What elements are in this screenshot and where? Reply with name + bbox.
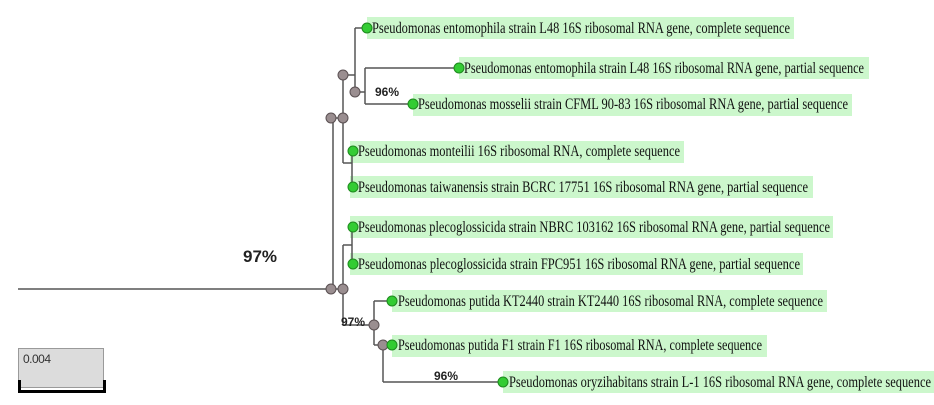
inner-node xyxy=(325,283,337,295)
leaf-node xyxy=(347,145,359,157)
bootstrap-putida: 97% xyxy=(341,315,365,329)
leaf-label: Pseudomonas taiwanensis strain BCRC 1775… xyxy=(358,179,808,196)
leaf-label: Pseudomonas oryzihabitans strain L-1 16S… xyxy=(509,374,931,391)
inner-node xyxy=(325,112,337,124)
leaf-node xyxy=(453,62,465,74)
scale-bar-box: 0.004 xyxy=(18,348,104,388)
inner-node xyxy=(349,86,361,98)
leaf-label: Pseudomonas putida F1 strain F1 16S ribo… xyxy=(398,337,762,354)
scale-value: 0.004 xyxy=(23,352,51,366)
bootstrap-oryzihabitans: 96% xyxy=(434,369,458,383)
leaf-node xyxy=(347,221,359,233)
leaf-nodes xyxy=(347,22,509,388)
label-highlights xyxy=(350,17,934,393)
scale-bar xyxy=(18,390,106,393)
inner-node xyxy=(368,319,380,331)
leaf-label: Pseudomonas monteilii 16S ribosomal RNA,… xyxy=(358,143,680,160)
leaf-label: Pseudomonas entomophila strain L48 16S r… xyxy=(372,20,790,37)
leaf-label: Pseudomonas mosselii strain CFML 90-83 1… xyxy=(418,96,848,113)
leaf-node xyxy=(386,339,398,351)
leaf-label: Pseudomonas entomophila strain L48 16S r… xyxy=(464,60,864,77)
scale-bar-tick-right xyxy=(103,380,106,393)
bootstrap-root: 97% xyxy=(243,247,277,266)
scale-bar-tick-left xyxy=(18,380,21,393)
leaf-node xyxy=(347,258,359,270)
leaf-node xyxy=(386,295,398,307)
leaf-label: Pseudomonas plecoglossicida strain FPC95… xyxy=(358,256,800,273)
leaf-label: Pseudomonas plecoglossicida strain NBRC … xyxy=(358,219,830,236)
inner-nodes xyxy=(325,69,389,351)
leaf-node xyxy=(361,22,373,34)
inner-node xyxy=(337,283,349,295)
leaf-node xyxy=(497,376,509,388)
inner-node xyxy=(337,69,349,81)
leaf-label: Pseudomonas putida KT2440 strain KT2440 … xyxy=(398,293,823,310)
leaf-node xyxy=(347,181,359,193)
tree-branches xyxy=(18,27,502,383)
leaf-labels: Pseudomonas entomophila strain L48 16S r… xyxy=(358,20,931,391)
bootstrap-values: 97% 96% 97% 96% xyxy=(243,85,458,383)
inner-node xyxy=(337,112,349,124)
leaf-node xyxy=(407,98,419,110)
bootstrap-mosselii: 96% xyxy=(375,85,399,99)
